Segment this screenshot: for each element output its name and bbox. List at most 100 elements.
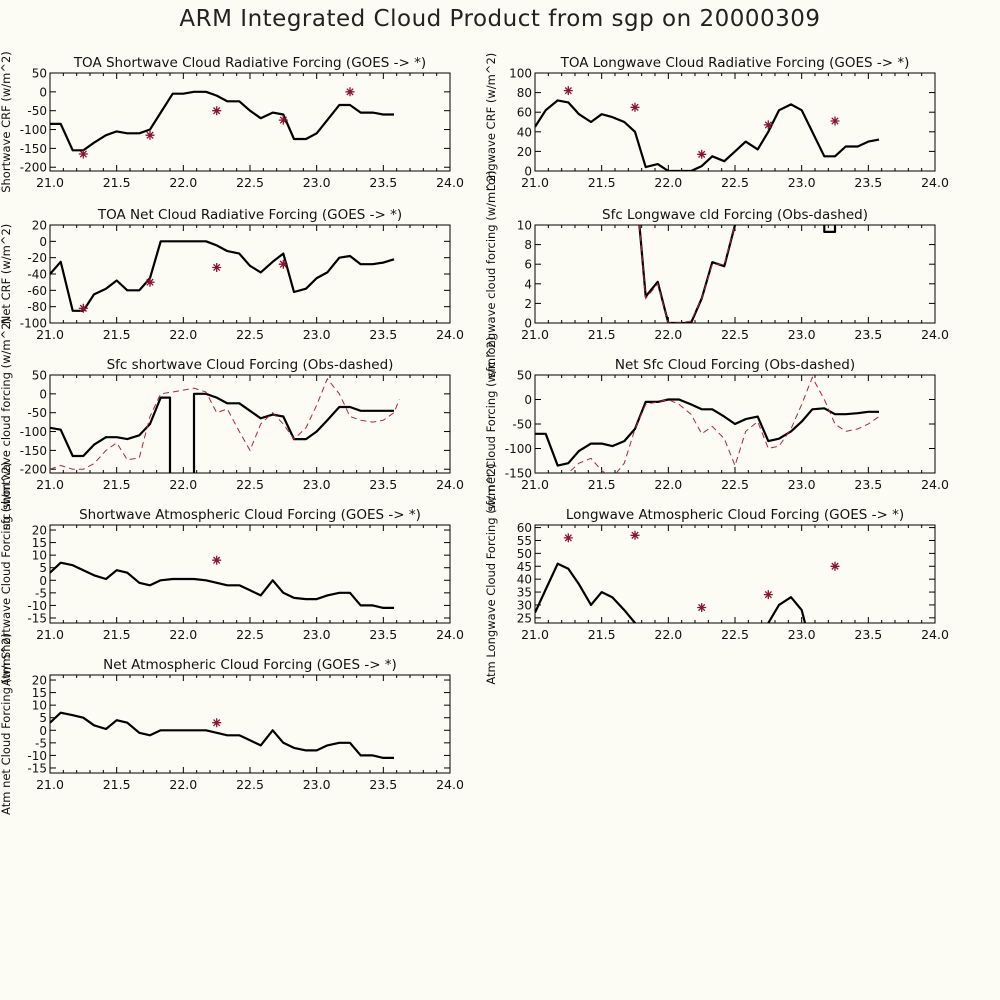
x-tick-label: 23.0 xyxy=(303,777,331,792)
x-tick-label: 23.0 xyxy=(788,175,816,190)
panel-title: Net Atmospheric Cloud Forcing (GOES -> *… xyxy=(103,657,397,673)
y-axis-label: Longwave CRF (w/m^2) xyxy=(484,53,498,192)
y-tick-label: 20 xyxy=(32,524,47,538)
model-series-line xyxy=(50,240,395,312)
x-tick-label: 21.0 xyxy=(521,327,549,342)
y-tick-label: -40 xyxy=(27,268,47,282)
x-tick-label: 21.5 xyxy=(103,477,131,492)
x-tick-label: 21.5 xyxy=(103,627,131,642)
goes-point xyxy=(830,116,840,126)
goes-point xyxy=(630,530,640,540)
x-tick-label: 21.5 xyxy=(588,327,616,342)
panel-title: TOA Longwave Cloud Radiative Forcing (GO… xyxy=(560,55,910,71)
x-tick-label: 24.0 xyxy=(436,175,464,190)
panel-sfc-longwave-cld-forcing-obs-dashed: Sfc Longwave cld Forcing (Obs-dashed) 21.… xyxy=(484,170,949,377)
x-tick-label: 23.5 xyxy=(369,777,397,792)
x-tick-label: 21.0 xyxy=(521,627,549,642)
panel-title: TOA Shortwave Cloud Radiative Forcing (G… xyxy=(73,55,426,71)
x-tick-label: 23.0 xyxy=(303,327,331,342)
goes-point xyxy=(212,263,222,272)
x-tick-label: 23.5 xyxy=(369,175,397,190)
model-series-line xyxy=(535,562,637,623)
y-tick-label: -150 xyxy=(505,467,532,481)
goes-point xyxy=(763,120,773,130)
obs-series-line xyxy=(535,376,880,473)
y-tick-label: -100 xyxy=(20,123,47,137)
panel-title: Shortwave Atmospheric Cloud Forcing (GOE… xyxy=(79,507,421,523)
x-tick-label: 22.0 xyxy=(169,627,197,642)
x-tick-label: 21.0 xyxy=(36,327,64,342)
series-group xyxy=(638,225,837,323)
panel-title: TOA Net Cloud Radiative Forcing (GOES ->… xyxy=(97,207,402,223)
y-tick-label: 50 xyxy=(32,369,47,383)
y-tick-label: 15 xyxy=(32,686,47,700)
x-tick-label: 23.5 xyxy=(854,175,882,190)
model-series-line xyxy=(50,396,172,473)
x-tick-label: 24.0 xyxy=(921,175,949,190)
x-tick-label: 23.5 xyxy=(854,477,882,492)
y-tick-label: 100 xyxy=(509,67,532,81)
x-tick-label: 23.5 xyxy=(369,477,397,492)
goes-point xyxy=(563,533,573,543)
x-tick-label: 21.5 xyxy=(103,777,131,792)
y-tick-label: 30 xyxy=(517,598,532,612)
y-tick-label: 8 xyxy=(524,238,532,252)
x-tick-label: 23.5 xyxy=(854,327,882,342)
x-tick-label: 22.0 xyxy=(169,327,197,342)
x-tick-label: 24.0 xyxy=(436,477,464,492)
y-tick-label: 0 xyxy=(39,85,47,99)
goes-point xyxy=(145,277,155,287)
x-tick-label: 22.5 xyxy=(236,327,264,342)
y-tick-label: 60 xyxy=(517,521,532,535)
x-tick-label: 22.5 xyxy=(236,777,264,792)
y-axis-label: Shortwave CRF (w/m^2) xyxy=(0,51,13,193)
panel-title: Longwave Atmospheric Cloud Forcing (GOES… xyxy=(566,507,904,523)
goes-point xyxy=(78,303,88,313)
goes-point xyxy=(278,115,288,125)
axes-frame xyxy=(534,224,936,324)
panel-net-sfc-cloud-forcing-obs-dashed: Net Sfc Cloud Forcing (Obs-dashed) 21.0 21… xyxy=(484,337,949,512)
goes-point xyxy=(830,561,840,571)
y-tick-label: -100 xyxy=(505,442,532,456)
panel-title: Sfc Longwave cld Forcing (Obs-dashed) xyxy=(602,207,868,223)
x-tick-label: 22.5 xyxy=(236,477,264,492)
x-tick-label: 21.0 xyxy=(36,477,64,492)
y-tick-label: -50 xyxy=(27,104,47,118)
x-tick-label: 22.5 xyxy=(721,477,749,492)
y-tick-label: 10 xyxy=(32,699,47,713)
x-tick-label: 23.5 xyxy=(854,627,882,642)
x-tick-label: 21.0 xyxy=(521,175,549,190)
goes-point xyxy=(345,87,355,97)
y-tick-label: 40 xyxy=(517,125,532,139)
goes-point xyxy=(278,259,288,269)
panel-sfc-shortwave-cloud-forcing-obs-dashed: Sfc shortwave Cloud Forcing (Obs-dashed)… xyxy=(0,318,464,530)
x-tick-label: 21.5 xyxy=(103,327,131,342)
goes-point xyxy=(763,590,773,600)
x-tick-label: 23.0 xyxy=(303,175,331,190)
model-series-line xyxy=(192,392,394,473)
y-tick-label: 0 xyxy=(39,387,47,401)
x-tick-label: 21.5 xyxy=(103,175,131,190)
y-tick-label: 5 xyxy=(39,561,47,575)
x-tick-label: 22.0 xyxy=(654,175,682,190)
y-tick-label: 55 xyxy=(517,534,532,548)
obs-series-line xyxy=(50,377,400,470)
y-tick-label: -10 xyxy=(27,599,47,613)
goes-point xyxy=(563,86,573,96)
panel-toa-net-cloud-radiative-forcing-goes: TOA Net Cloud Radiative Forcing (GOES ->… xyxy=(0,207,464,342)
x-tick-label: 22.0 xyxy=(169,477,197,492)
x-tick-label: 24.0 xyxy=(436,627,464,642)
y-tick-label: 0 xyxy=(524,393,532,407)
x-tick-label: 24.0 xyxy=(921,477,949,492)
axes-frame xyxy=(49,374,451,474)
y-tick-label: 20 xyxy=(517,145,532,159)
y-tick-label: 0 xyxy=(39,235,47,249)
x-tick-label: 23.0 xyxy=(788,327,816,342)
y-axis-label: sfc net Cloud Forcing (w/m^2) xyxy=(484,337,498,512)
y-tick-label: 50 xyxy=(32,67,47,81)
y-tick-label: -5 xyxy=(35,736,47,750)
series-group xyxy=(50,555,394,610)
y-tick-label: 0 xyxy=(524,165,532,179)
x-tick-label: 23.5 xyxy=(369,327,397,342)
